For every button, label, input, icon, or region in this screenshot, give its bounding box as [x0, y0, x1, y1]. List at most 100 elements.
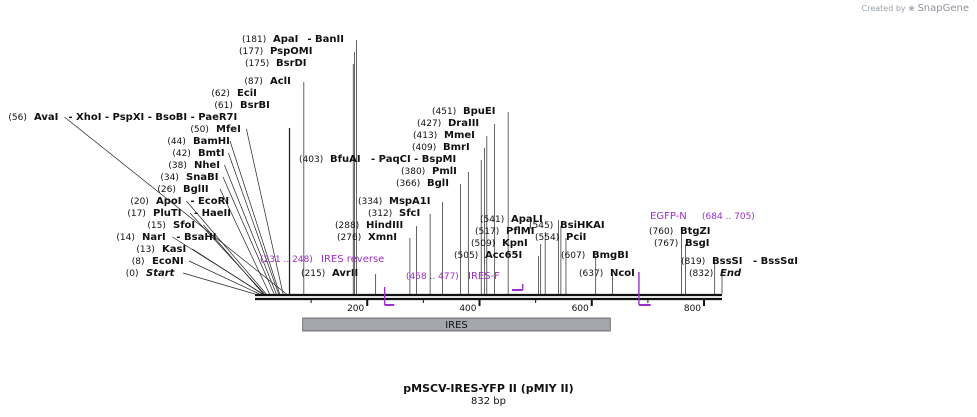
enzyme-site[interactable]: (409) BmrI — [412, 142, 485, 294]
enzyme-leader-line — [219, 188, 270, 295]
enzyme-site[interactable]: (509) KpnI — [471, 238, 542, 294]
enzyme-site[interactable]: (541) ApaLI — [480, 214, 560, 294]
map-title: pMSCV-IRES-YFP II (pMIY II) — [403, 382, 574, 395]
enzyme-name: KasI — [162, 244, 186, 255]
map-length: 832 bp — [471, 396, 506, 407]
enzyme-position: (288) — [335, 221, 359, 231]
enzyme-site[interactable]: (403) BfuAI - PaqCI - BspMI — [299, 154, 482, 294]
enzyme-site[interactable]: (276) XmnI — [337, 232, 411, 294]
enzyme-site[interactable]: (20) ApoI - EcoRI — [130, 196, 267, 295]
enzyme-site[interactable]: (767) BsgI — [654, 238, 709, 294]
enzyme-name: BssSI — [712, 256, 742, 267]
enzyme-leader-line — [246, 128, 284, 295]
enzyme-position: (14) — [116, 233, 134, 243]
enzyme-site[interactable]: (61) BsrBI — [214, 100, 290, 294]
enzyme-name: PmlI — [432, 166, 457, 177]
enzyme-site[interactable]: (380) PmlI — [401, 166, 469, 294]
enzyme-name: BsrDI — [276, 58, 307, 69]
enzyme-site[interactable]: (427) DraIII — [417, 118, 496, 294]
enzyme-site[interactable]: (505) Acc65I — [454, 250, 539, 294]
primer-name: IRES reverse — [321, 254, 384, 265]
enzyme-position: (312) — [368, 209, 392, 219]
enzyme-site[interactable]: (8) EcoNI — [132, 256, 260, 295]
axis-tick-label: 800 — [684, 304, 701, 314]
enzyme-name: MspA1I — [389, 196, 430, 207]
enzyme-name: SfoI — [173, 220, 195, 231]
enzyme-position: (427) — [417, 119, 441, 129]
enzyme-position: (366) — [396, 179, 420, 189]
enzyme-site[interactable]: (637) NcoI — [579, 268, 635, 294]
enzyme-site[interactable]: (38) NheI — [168, 160, 277, 295]
enzyme-position: (505) — [454, 251, 478, 261]
enzyme-name: AvrII — [332, 268, 358, 279]
enzyme-site[interactable]: (175) BsrDI — [245, 58, 354, 294]
enzyme-site[interactable]: (451) BpuEI — [432, 106, 509, 294]
enzyme-site[interactable]: (13) KasI — [136, 244, 263, 295]
enzyme-name: BamHI — [193, 136, 230, 147]
enzyme-position: (607) — [561, 251, 585, 261]
enzyme-leader-line — [222, 176, 275, 295]
enzyme-site[interactable]: (62) EciI — [211, 88, 291, 294]
enzyme-site[interactable]: (819) BssSI - BssSαI — [681, 256, 798, 294]
primer[interactable]: (231 .. 248) IRES reverse — [260, 254, 395, 306]
enzyme-site[interactable]: (34) SnaBI — [160, 172, 275, 295]
enzyme-site[interactable]: (607) BmgBI — [561, 250, 629, 294]
enzyme-site[interactable]: (0) Start — [126, 268, 256, 295]
enzyme-name: BsrBI — [240, 100, 270, 111]
enzyme-name: SnaBI — [186, 172, 218, 183]
enzyme-site[interactable]: (413) MmeI — [413, 130, 488, 294]
enzyme-site[interactable]: (312) SfcI — [368, 208, 431, 294]
feature-ires-bar — [302, 317, 611, 332]
enzyme-name: EciI — [237, 88, 257, 99]
enzyme-name: End — [720, 268, 742, 279]
primer[interactable]: (458 .. 477) IRES-F — [406, 271, 524, 291]
enzyme-site[interactable]: (554) PciI — [535, 232, 586, 294]
enzyme-site[interactable]: (50) MfeI — [190, 124, 284, 295]
enzyme-site[interactable]: (42) BmtI — [172, 148, 279, 295]
enzyme-site[interactable]: (87) AclI — [244, 76, 305, 294]
created-by-text: Created by — [861, 4, 906, 13]
enzyme-name: MmeI — [444, 130, 475, 141]
enzyme-name-extra: - HaeII — [194, 208, 231, 219]
enzyme-leader-line — [186, 200, 267, 295]
enzyme-site[interactable]: (56) AvaI - XhoI - PspXI - BsoBI - PaeR7I — [8, 112, 287, 295]
enzyme-site[interactable]: (334) MspA1I — [358, 196, 443, 294]
enzyme-site[interactable]: (545) BsiHKAI — [529, 220, 605, 294]
enzyme-site[interactable]: (26) BglII — [157, 184, 270, 295]
enzyme-position: (541) — [480, 215, 504, 225]
enzyme-position: (451) — [432, 107, 456, 117]
enzyme-site[interactable]: (44) BamHI — [167, 136, 281, 295]
enzyme-position: (413) — [413, 131, 437, 141]
enzyme-position: (56) — [8, 113, 26, 123]
enzyme-site[interactable]: (181) ApaI - BanII — [242, 34, 357, 294]
enzyme-position: (215) — [301, 269, 325, 279]
enzyme-leader-line — [189, 212, 265, 295]
enzyme-position: (637) — [579, 269, 603, 279]
enzyme-name: BpuEI — [463, 106, 495, 117]
enzyme-name-extra: - BsaHI — [176, 232, 216, 243]
enzyme-name: BmtI — [198, 148, 225, 159]
enzyme-site[interactable]: (215) AvrII — [301, 268, 377, 294]
primer[interactable]: EGFP-N (684 .. 705) — [638, 211, 755, 306]
enzyme-site[interactable]: (366) BglI — [396, 178, 461, 294]
enzyme-site[interactable]: (832) End — [689, 268, 742, 294]
axis-tick-label: 200 — [347, 304, 364, 314]
enzyme-name-extra: - EcoRI — [190, 196, 229, 207]
enzyme-site[interactable]: (177) PspOMI — [239, 46, 355, 294]
enzyme-site[interactable]: (760) BtgZI — [649, 226, 711, 294]
axis-tick-label: 600 — [572, 304, 589, 314]
enzyme-position: (61) — [214, 101, 232, 111]
enzyme-leader-line — [228, 152, 279, 295]
primer-range: (458 .. 477) — [406, 272, 459, 282]
enzyme-site[interactable]: (517) PflMI — [475, 226, 546, 294]
enzyme-site[interactable]: (288) HindIII — [335, 220, 418, 294]
plasmid-linear-map: 200 400 600 800 IRES (181) ApaI - BanII (177) Psp… — [8, 34, 798, 332]
enzyme-name: NheI — [194, 160, 220, 171]
enzyme-position: (44) — [167, 137, 185, 147]
enzyme-position: (50) — [190, 125, 208, 135]
enzyme-site[interactable]: (15) SfoI — [147, 220, 264, 295]
axis-tick-label: 400 — [459, 304, 476, 314]
enzyme-name: Acc65I — [485, 250, 522, 261]
enzyme-name: MfeI — [216, 124, 241, 135]
enzyme-position: (34) — [160, 173, 178, 183]
